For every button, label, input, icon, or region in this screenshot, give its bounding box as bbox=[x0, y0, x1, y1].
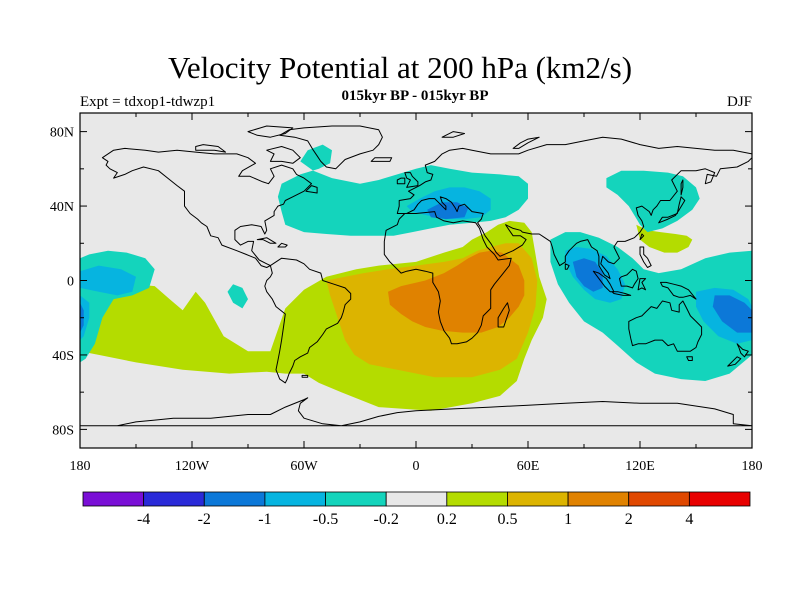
colorbar-label: 1 bbox=[564, 511, 572, 528]
colorbar-label: -2 bbox=[198, 511, 211, 528]
page-title: Velocity Potential at 200 hPa (km2/s) bbox=[167, 50, 633, 85]
coastline-borneo bbox=[619, 268, 639, 289]
contour-region-7 bbox=[606, 170, 700, 233]
coastline-madagascar bbox=[497, 302, 510, 328]
colorbar-swatch-2 bbox=[203, 491, 266, 507]
coastline-north-america bbox=[101, 147, 312, 268]
coastline-new-zealand-south bbox=[727, 356, 742, 367]
coastline-ellesmere-island bbox=[247, 125, 294, 138]
lat-tick-label: 80N bbox=[50, 126, 74, 141]
coastline-cuba bbox=[256, 237, 277, 244]
coastline-ireland bbox=[396, 177, 406, 185]
colorbar-label: 0.2 bbox=[437, 511, 457, 528]
contour-region-9 bbox=[80, 265, 136, 296]
coastline-iceland bbox=[370, 157, 393, 162]
lon-tick-label: 0 bbox=[413, 459, 420, 474]
lat-tick-label: 80S bbox=[52, 423, 74, 438]
lon-tick-label: 120W bbox=[175, 459, 210, 474]
colorbar-swatch-1 bbox=[143, 491, 205, 507]
coastline-greenland bbox=[279, 125, 383, 170]
coastline-australia bbox=[628, 300, 703, 352]
coastline-hispaniola bbox=[277, 242, 288, 248]
coastline-newfoundland bbox=[305, 185, 318, 194]
coastline-taiwan bbox=[639, 233, 645, 241]
lat-tick-label: 0 bbox=[67, 275, 74, 290]
coastline-sulawesi bbox=[637, 278, 647, 291]
colorbar-label: -1 bbox=[258, 511, 271, 528]
experiment-label: Expt = tdxop1-tdwzp1 bbox=[80, 94, 216, 110]
season-label: DJF bbox=[726, 94, 752, 110]
contour-region-6 bbox=[227, 284, 248, 309]
lon-tick-label: 60W bbox=[290, 459, 318, 474]
colorbar-swatch-3 bbox=[264, 491, 326, 507]
colorbar-label: 4 bbox=[685, 511, 693, 528]
colorbar-label: 2 bbox=[625, 511, 633, 528]
coastline-baffin-island bbox=[266, 146, 301, 164]
colorbar-label: 0.5 bbox=[497, 511, 517, 528]
coastline-eurasia bbox=[396, 136, 752, 280]
coastline-kamchatka-sakhalin bbox=[680, 179, 684, 196]
coastline-victoria-island bbox=[195, 144, 227, 153]
contour-region-16 bbox=[572, 258, 603, 292]
coastline-antarctica bbox=[80, 397, 752, 427]
coastline-tasmania bbox=[686, 356, 693, 361]
lon-tick-label: 180 bbox=[70, 459, 91, 474]
colorbar-swatch-6 bbox=[446, 491, 508, 507]
lon-tick-label: 180 bbox=[742, 459, 763, 474]
colorbar-swatch-0 bbox=[82, 491, 145, 507]
colorbar-label: -0.2 bbox=[374, 511, 399, 528]
colorbar-label: -0.5 bbox=[313, 511, 338, 528]
coastline-novaya-zemlya bbox=[512, 136, 540, 149]
coastline-new-zealand-north bbox=[736, 343, 749, 358]
lat-tick-label: 40N bbox=[50, 200, 74, 215]
coastline-falklands bbox=[301, 374, 309, 378]
colorbar-swatch-7 bbox=[507, 491, 569, 507]
contour-region-3 bbox=[388, 250, 525, 333]
map-subtitle: 015kyr BP - 015kyr BP bbox=[341, 88, 489, 104]
lon-tick-label: 120E bbox=[625, 459, 655, 474]
colorbar-swatch-5 bbox=[385, 491, 448, 507]
lon-tick-label: 60E bbox=[517, 459, 540, 474]
coastline-new-guinea bbox=[660, 281, 697, 300]
colorbar-label: -4 bbox=[137, 511, 150, 528]
coastline-java bbox=[611, 291, 632, 296]
lat-tick-label: 40S bbox=[52, 349, 74, 364]
coastline-africa bbox=[383, 211, 512, 345]
contour-region-17 bbox=[712, 295, 752, 333]
coastline-sri-lanka bbox=[564, 263, 570, 270]
coastline-philippines bbox=[639, 246, 652, 268]
colorbar-swatch-8 bbox=[567, 491, 630, 507]
colorbar-swatch-9 bbox=[628, 491, 690, 507]
colorbar-swatch-4 bbox=[325, 491, 387, 507]
contour-region-10 bbox=[80, 295, 90, 341]
coastline-south-america bbox=[264, 257, 352, 384]
coastline-svalbard bbox=[441, 131, 465, 138]
contour-region-15 bbox=[427, 202, 469, 220]
contour-region-1 bbox=[636, 224, 693, 253]
coastline-great-britain bbox=[404, 172, 419, 188]
coastline-japan bbox=[658, 196, 686, 224]
colorbar-swatch-10 bbox=[688, 491, 751, 507]
